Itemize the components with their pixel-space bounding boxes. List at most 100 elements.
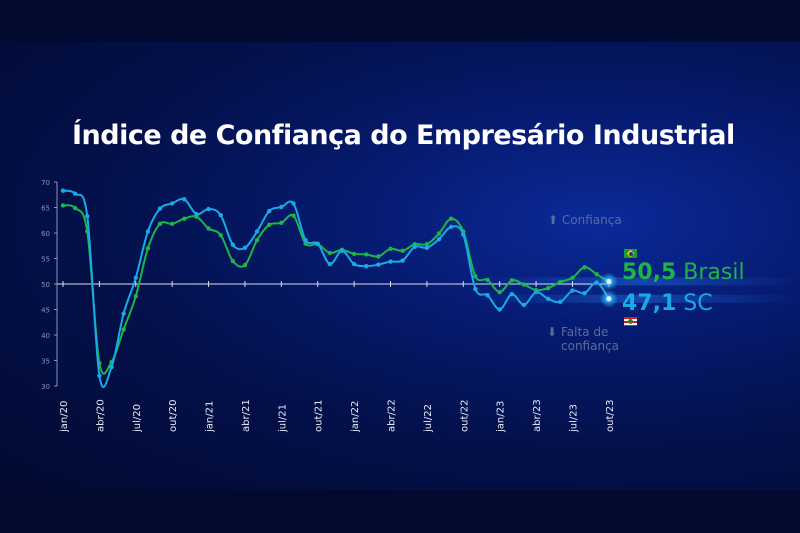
data-point-sc bbox=[509, 292, 515, 297]
data-point-brasil bbox=[230, 258, 236, 264]
data-point-sc bbox=[388, 259, 393, 264]
bottom-band bbox=[0, 490, 800, 533]
y-tick-label: 55 bbox=[41, 256, 50, 264]
y-tick-label: 30 bbox=[41, 383, 50, 391]
glow-streak bbox=[480, 277, 800, 286]
data-point-sc bbox=[582, 290, 587, 296]
data-point-sc bbox=[291, 201, 296, 206]
x-tick-label: jul/21 bbox=[277, 404, 288, 433]
x-tick-label: out/20 bbox=[168, 400, 179, 432]
data-point-sc bbox=[461, 232, 466, 237]
data-point-sc bbox=[351, 261, 357, 267]
x-tick-label: jul/23 bbox=[568, 404, 579, 433]
x-tick-label: abr/22 bbox=[387, 399, 398, 432]
data-point-sc bbox=[558, 299, 563, 305]
data-point-sc bbox=[242, 245, 248, 250]
data-point-sc bbox=[303, 237, 308, 243]
data-point-sc bbox=[109, 364, 114, 370]
data-point-sc bbox=[606, 296, 612, 302]
data-point-brasil bbox=[157, 221, 163, 227]
data-point-sc bbox=[594, 280, 599, 285]
data-point-brasil bbox=[582, 264, 587, 270]
data-point-sc bbox=[546, 296, 551, 301]
data-point-sc bbox=[339, 248, 345, 254]
sc-latest-value: 47,1 SC bbox=[622, 291, 713, 316]
data-point-sc bbox=[279, 204, 284, 210]
top-band bbox=[0, 0, 800, 42]
data-point-brasil bbox=[485, 277, 490, 283]
data-point-sc bbox=[424, 245, 430, 250]
data-point-sc bbox=[364, 263, 369, 269]
no-confidence-annotation: ⬇ Falta de confiança bbox=[547, 325, 641, 353]
data-point-brasil bbox=[267, 222, 272, 228]
x-tick-label: out/22 bbox=[459, 400, 470, 432]
data-point-brasil bbox=[376, 254, 381, 259]
data-point-brasil bbox=[436, 231, 442, 236]
data-point-sc bbox=[315, 241, 320, 246]
data-point-sc bbox=[376, 262, 381, 267]
x-tick-label: jul/22 bbox=[423, 404, 434, 433]
data-point-brasil bbox=[242, 262, 248, 268]
series-line-sc bbox=[62, 189, 610, 388]
data-point-sc bbox=[400, 258, 405, 263]
data-point-sc bbox=[97, 373, 102, 378]
data-point-brasil bbox=[169, 221, 175, 227]
data-point-brasil bbox=[133, 294, 138, 299]
data-point-brasil bbox=[521, 282, 527, 287]
data-point-brasil bbox=[60, 203, 66, 208]
data-point-brasil bbox=[448, 216, 454, 221]
confidence-annotation: ⬆ Confiança bbox=[548, 213, 622, 227]
data-point-sc bbox=[254, 229, 260, 234]
x-tick-label: abr/23 bbox=[532, 399, 543, 432]
data-point-brasil bbox=[279, 220, 284, 225]
brasil-latest-value: 50,5 Brasil bbox=[622, 260, 745, 285]
arrow-up-icon: ⬆ bbox=[548, 213, 559, 227]
data-point-sc bbox=[533, 289, 539, 295]
chart-title: Índice de Confiança do Empresário Indust… bbox=[72, 120, 735, 151]
glow-streak bbox=[480, 294, 800, 303]
data-point-sc bbox=[60, 188, 66, 193]
santa-catarina-flag-icon bbox=[624, 317, 637, 326]
data-point-sc bbox=[206, 206, 211, 212]
data-point-sc bbox=[133, 275, 138, 281]
y-tick-label: 70 bbox=[41, 179, 50, 187]
data-point-sc bbox=[194, 211, 199, 217]
data-point-brasil bbox=[473, 274, 478, 279]
data-point-brasil bbox=[121, 327, 126, 332]
chart-background bbox=[0, 42, 800, 490]
data-point-sc bbox=[182, 197, 187, 202]
data-point-sc bbox=[412, 244, 417, 249]
x-tick-label: out/21 bbox=[314, 400, 325, 432]
data-point-sc bbox=[145, 229, 151, 234]
x-tick-label: jan/22 bbox=[350, 401, 361, 433]
data-point-brasil bbox=[388, 246, 393, 252]
data-point-brasil bbox=[182, 216, 187, 221]
y-tick-label: 40 bbox=[41, 332, 50, 340]
arrow-down-icon: ⬇ bbox=[547, 325, 558, 339]
data-point-sc bbox=[218, 212, 223, 218]
data-point-sc bbox=[448, 224, 454, 230]
data-point-brasil bbox=[291, 213, 296, 218]
data-point-brasil bbox=[400, 248, 405, 254]
data-point-brasil bbox=[364, 252, 369, 257]
brasil-label: Brasil bbox=[683, 260, 745, 285]
y-tick-label: 50 bbox=[41, 281, 50, 289]
data-point-brasil bbox=[351, 251, 357, 257]
data-point-brasil bbox=[497, 289, 502, 295]
data-point-sc bbox=[497, 307, 502, 312]
data-point-sc bbox=[169, 201, 175, 206]
confidence-label: Confiança bbox=[561, 213, 622, 227]
data-point-sc bbox=[327, 261, 333, 267]
x-tick-label: jan/20 bbox=[59, 401, 70, 433]
data-point-brasil bbox=[558, 279, 563, 285]
data-point-sc bbox=[72, 191, 78, 196]
data-point-brasil bbox=[570, 275, 575, 281]
series-line-brasil bbox=[62, 204, 610, 375]
brazil-flag-icon bbox=[624, 249, 637, 258]
x-tick-label: jul/20 bbox=[132, 404, 143, 433]
data-point-brasil bbox=[145, 246, 151, 251]
data-point-brasil bbox=[424, 242, 430, 247]
data-point-sc bbox=[485, 293, 490, 298]
data-point-brasil bbox=[254, 237, 260, 243]
